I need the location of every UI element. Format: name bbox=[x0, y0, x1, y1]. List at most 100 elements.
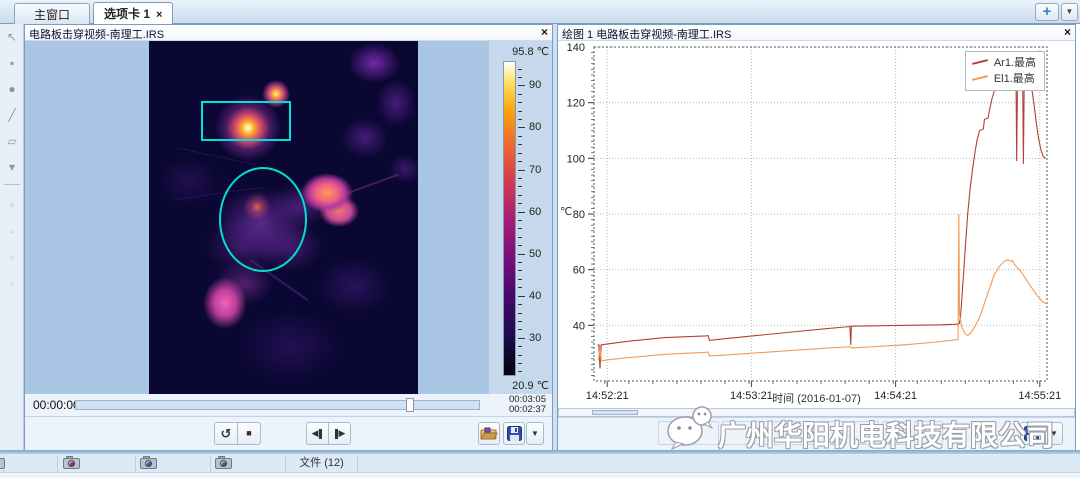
colorscale-tick bbox=[518, 253, 525, 255]
timeline-track[interactable] bbox=[75, 398, 480, 412]
chart-toolbar-button[interactable] bbox=[722, 421, 751, 445]
rectangle-tool-icon[interactable]: ▪ bbox=[9, 56, 15, 70]
x-tick-label: 14:53:21 bbox=[730, 390, 773, 402]
ir-video-panel: 电路板击穿视频-南理工.IRS × 95.8 ℃ 90 80 70 60 50 40 30 … bbox=[24, 24, 553, 451]
tab-close-icon[interactable]: × bbox=[156, 9, 163, 21]
colorscale-tick bbox=[518, 228, 522, 230]
right-edge-strip bbox=[1076, 24, 1080, 451]
taskbar: 文件 (12) bbox=[0, 454, 1080, 473]
colorscale-tick bbox=[518, 346, 522, 348]
taskbar-divider bbox=[135, 455, 136, 472]
y-axis-label: ℃ bbox=[560, 206, 573, 218]
plot-panel: 绘图 1 电路板击穿视频-南理工.IRS × 140 120 100 80 60 40 14… bbox=[557, 24, 1076, 451]
chart-toolbar-button[interactable] bbox=[690, 421, 719, 445]
panel-splitter[interactable] bbox=[553, 24, 557, 451]
playback-timeline: 00:00:00 00:03:05 00:02:37 bbox=[25, 394, 552, 416]
x-axis-label: 时间 (2016-01-07) bbox=[772, 393, 861, 405]
chart-save-button[interactable] bbox=[1020, 422, 1042, 445]
bottom-divider bbox=[0, 450, 1080, 454]
step-forward-button[interactable]: ▶ bbox=[328, 422, 351, 445]
polygon-tool-icon[interactable]: ▱ bbox=[7, 134, 17, 148]
colorscale-min-label: 20.9 ℃ bbox=[512, 380, 549, 392]
plot-panel-close-icon[interactable]: × bbox=[1063, 25, 1071, 39]
chart-toolbar-button[interactable] bbox=[786, 421, 815, 445]
colorscale-tick-label: 70 bbox=[529, 163, 542, 176]
chart-toolbar-button[interactable] bbox=[850, 421, 879, 445]
taskbar-divider bbox=[210, 455, 211, 472]
x-tick-label: 14:54:21 bbox=[874, 390, 917, 402]
colorscale-tick-label: 30 bbox=[529, 331, 542, 344]
crosshair-tool-icon[interactable]: + bbox=[8, 198, 16, 212]
taskbar-files-label: 文件 (12) bbox=[299, 457, 344, 469]
chart-toolbar-button[interactable] bbox=[882, 421, 911, 445]
y-tick-label: 80 bbox=[573, 209, 585, 221]
colorscale-tick bbox=[518, 304, 522, 306]
extra-tool-1-icon[interactable]: ▫ bbox=[9, 224, 15, 238]
save-options-dropdown[interactable]: ▼ bbox=[526, 422, 544, 445]
thermal-image[interactable] bbox=[149, 41, 418, 394]
tab-active[interactable]: 选项卡 1 × bbox=[93, 2, 174, 24]
colorscale-ticks: 90 80 70 60 50 40 30 bbox=[489, 61, 552, 376]
ir-video-panel-title: 电路板击穿视频-南理工.IRS bbox=[29, 29, 165, 41]
add-tab-button[interactable]: + bbox=[1035, 3, 1059, 21]
tab-main-window[interactable]: 主窗口 bbox=[14, 3, 90, 24]
tab-list-dropdown-button[interactable]: ▼ bbox=[1061, 3, 1078, 21]
chart-toolbar-button[interactable] bbox=[818, 421, 847, 445]
chart-toolbar: ▼ bbox=[558, 417, 1075, 450]
stop-button[interactable]: ■ bbox=[237, 422, 261, 445]
step-back-icon: ◀ bbox=[311, 428, 319, 438]
y-tick-label: 60 bbox=[573, 265, 585, 277]
loop-button[interactable]: ↺ bbox=[214, 422, 238, 445]
open-file-button[interactable] bbox=[478, 422, 500, 445]
line-tool-icon[interactable]: ╱ bbox=[8, 108, 16, 122]
colorscale-tick bbox=[518, 169, 525, 171]
series-Ar1.最高 bbox=[597, 54, 1047, 369]
chart-toolbar-button[interactable] bbox=[914, 421, 943, 445]
scrollbar-handle[interactable] bbox=[592, 410, 638, 415]
colorscale-tick bbox=[518, 177, 522, 179]
roi-rectangle-el1[interactable] bbox=[201, 101, 291, 141]
colorscale-tick bbox=[518, 262, 522, 263]
chart-horizontal-scrollbar[interactable] bbox=[558, 408, 1075, 417]
colorscale-tick-label: 50 bbox=[529, 247, 542, 260]
colorscale-tick-label: 40 bbox=[529, 289, 542, 302]
colorscale-tick bbox=[518, 354, 522, 356]
colorscale-tick bbox=[518, 93, 522, 95]
camera-thumbnail-button[interactable] bbox=[215, 456, 232, 470]
chart-options-dropdown[interactable]: ▼ bbox=[1045, 422, 1063, 445]
cursor-tool-icon[interactable]: ↖ bbox=[6, 30, 18, 44]
chart-toolbar-button[interactable] bbox=[658, 421, 687, 445]
taskbar-divider bbox=[57, 455, 58, 472]
step-back-button[interactable]: ◀ bbox=[306, 422, 329, 445]
timeline-elapsed-label: 00:00:00 bbox=[33, 398, 80, 412]
temperature-colorscale: 95.8 ℃ 90 80 70 60 50 40 30 20.9 ℃ bbox=[489, 41, 552, 394]
colorscale-tick bbox=[518, 270, 522, 272]
extra-tool-2-icon[interactable]: ▫ bbox=[9, 250, 15, 264]
roi-ellipse-ar1[interactable] bbox=[219, 167, 307, 272]
colorscale-gradient-bar bbox=[503, 61, 516, 376]
loop-icon: ↺ bbox=[220, 426, 232, 441]
timeline-handle[interactable] bbox=[406, 398, 415, 412]
extra-tool-3-icon[interactable]: ▫ bbox=[9, 276, 15, 290]
colorscale-tick bbox=[518, 119, 522, 120]
taskbar-item-files[interactable]: 文件 (12) bbox=[286, 454, 357, 472]
ir-video-close-icon[interactable]: × bbox=[540, 25, 548, 39]
camera-thumbnail-button[interactable] bbox=[0, 457, 5, 470]
camera-lens-icon bbox=[145, 460, 152, 467]
legend-label: El1.最高 bbox=[993, 73, 1035, 85]
ellipse-tool-icon[interactable]: ● bbox=[8, 82, 16, 96]
colorscale-tick bbox=[518, 161, 522, 163]
camera-body bbox=[0, 458, 5, 469]
tool-dropdown-icon[interactable]: ▾ bbox=[8, 160, 16, 174]
save-button[interactable] bbox=[503, 422, 525, 445]
camera-thumbnail-button[interactable] bbox=[140, 456, 157, 470]
chart-toolbar-button[interactable] bbox=[754, 421, 783, 445]
toolbar-separator bbox=[0, 184, 24, 192]
colorscale-tick bbox=[518, 371, 522, 373]
colorscale-tick bbox=[518, 295, 525, 297]
colorscale-tick bbox=[518, 203, 522, 205]
bottom-strip bbox=[0, 473, 1080, 478]
camera-thumbnail-button[interactable] bbox=[63, 456, 80, 470]
colorscale-tick bbox=[518, 337, 525, 339]
